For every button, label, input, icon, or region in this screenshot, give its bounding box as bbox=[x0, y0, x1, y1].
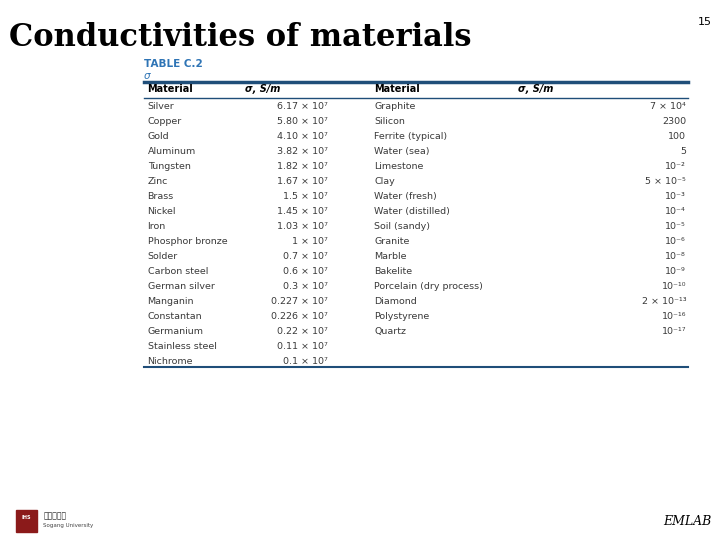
Text: σ: σ bbox=[144, 71, 150, 82]
Text: Soil (sandy): Soil (sandy) bbox=[374, 221, 431, 231]
Text: Aluminum: Aluminum bbox=[148, 146, 196, 156]
Text: Phosphor bronze: Phosphor bronze bbox=[148, 237, 228, 246]
Text: 2 × 10⁻¹³: 2 × 10⁻¹³ bbox=[642, 296, 686, 306]
Text: Stainless steel: Stainless steel bbox=[148, 342, 217, 350]
Text: Sogang University: Sogang University bbox=[43, 523, 94, 528]
Text: 1.03 × 10⁷: 1.03 × 10⁷ bbox=[276, 221, 328, 231]
Text: 1.45 × 10⁷: 1.45 × 10⁷ bbox=[277, 207, 328, 215]
Text: Porcelain (dry process): Porcelain (dry process) bbox=[374, 282, 483, 291]
Text: 10⁻²: 10⁻² bbox=[665, 161, 686, 171]
Text: 100: 100 bbox=[668, 132, 686, 140]
Text: Bakelite: Bakelite bbox=[374, 267, 413, 275]
Text: 0.6 × 10⁷: 0.6 × 10⁷ bbox=[283, 267, 328, 275]
Text: 0.226 × 10⁷: 0.226 × 10⁷ bbox=[271, 312, 328, 321]
Text: Granite: Granite bbox=[374, 237, 410, 246]
Text: Gold: Gold bbox=[148, 132, 169, 140]
Text: Carbon steel: Carbon steel bbox=[148, 267, 208, 275]
Text: Water (distilled): Water (distilled) bbox=[374, 207, 450, 215]
Text: Silicon: Silicon bbox=[374, 117, 405, 125]
Text: 10⁻³: 10⁻³ bbox=[665, 192, 686, 200]
Text: Iron: Iron bbox=[148, 221, 166, 231]
Text: Silver: Silver bbox=[148, 102, 174, 111]
Text: 10⁻¹⁷: 10⁻¹⁷ bbox=[662, 327, 686, 336]
Text: Conductivities of materials: Conductivities of materials bbox=[9, 22, 471, 52]
Text: Limestone: Limestone bbox=[374, 161, 424, 171]
Text: 2300: 2300 bbox=[662, 117, 686, 125]
Text: Nichrome: Nichrome bbox=[148, 357, 193, 366]
Text: 1.5 × 10⁷: 1.5 × 10⁷ bbox=[283, 192, 328, 200]
Text: 10⁻⁵: 10⁻⁵ bbox=[665, 221, 686, 231]
Text: 10⁻⁶: 10⁻⁶ bbox=[665, 237, 686, 246]
Text: Water (fresh): Water (fresh) bbox=[374, 192, 437, 200]
Text: Brass: Brass bbox=[148, 192, 174, 200]
Text: Constantan: Constantan bbox=[148, 312, 202, 321]
Text: Material: Material bbox=[148, 84, 194, 94]
Bar bbox=[16, 510, 37, 532]
Text: Polystyrene: Polystyrene bbox=[374, 312, 430, 321]
Text: 0.11 × 10⁷: 0.11 × 10⁷ bbox=[277, 342, 328, 350]
Text: 0.3 × 10⁷: 0.3 × 10⁷ bbox=[283, 282, 328, 291]
Text: 0.1 × 10⁷: 0.1 × 10⁷ bbox=[283, 357, 328, 366]
Text: Solder: Solder bbox=[148, 252, 178, 261]
Text: 0.227 × 10⁷: 0.227 × 10⁷ bbox=[271, 296, 328, 306]
Text: 10⁻⁴: 10⁻⁴ bbox=[665, 207, 686, 215]
Text: Material: Material bbox=[374, 84, 420, 94]
Text: Quartz: Quartz bbox=[374, 327, 406, 336]
Text: 5: 5 bbox=[680, 146, 686, 156]
Text: 15: 15 bbox=[698, 17, 711, 28]
Text: 3.82 × 10⁷: 3.82 × 10⁷ bbox=[276, 146, 328, 156]
Text: 1.67 × 10⁷: 1.67 × 10⁷ bbox=[277, 177, 328, 186]
Text: EMLAB: EMLAB bbox=[663, 515, 711, 528]
Text: 0.7 × 10⁷: 0.7 × 10⁷ bbox=[283, 252, 328, 261]
Text: 1.82 × 10⁷: 1.82 × 10⁷ bbox=[277, 161, 328, 171]
Text: Manganin: Manganin bbox=[148, 296, 194, 306]
Text: 5.80 × 10⁷: 5.80 × 10⁷ bbox=[277, 117, 328, 125]
Text: 5 × 10⁻⁵: 5 × 10⁻⁵ bbox=[645, 177, 686, 186]
Text: σ, S/m: σ, S/m bbox=[245, 84, 280, 94]
Text: IHS: IHS bbox=[22, 515, 32, 521]
Text: 4.10 × 10⁷: 4.10 × 10⁷ bbox=[277, 132, 328, 140]
Text: Ferrite (typical): Ferrite (typical) bbox=[374, 132, 448, 140]
Text: 10⁻¹⁰: 10⁻¹⁰ bbox=[662, 282, 686, 291]
Text: Germanium: Germanium bbox=[148, 327, 204, 336]
Text: Water (sea): Water (sea) bbox=[374, 146, 430, 156]
Text: German silver: German silver bbox=[148, 282, 215, 291]
Text: 10⁻⁹: 10⁻⁹ bbox=[665, 267, 686, 275]
Text: 10⁻⁸: 10⁻⁸ bbox=[665, 252, 686, 261]
Text: Marble: Marble bbox=[374, 252, 407, 261]
Text: Graphite: Graphite bbox=[374, 102, 415, 111]
Text: 7 × 10⁴: 7 × 10⁴ bbox=[650, 102, 686, 111]
Text: 6.17 × 10⁷: 6.17 × 10⁷ bbox=[277, 102, 328, 111]
Text: Tungsten: Tungsten bbox=[148, 161, 191, 171]
Text: Clay: Clay bbox=[374, 177, 395, 186]
Text: TABLE C.2: TABLE C.2 bbox=[144, 59, 203, 70]
Text: Zinc: Zinc bbox=[148, 177, 168, 186]
Text: σ, S/m: σ, S/m bbox=[518, 84, 554, 94]
Text: 서강대학교: 서강대학교 bbox=[43, 511, 66, 520]
Text: Diamond: Diamond bbox=[374, 296, 417, 306]
Text: 0.22 × 10⁷: 0.22 × 10⁷ bbox=[277, 327, 328, 336]
Text: Copper: Copper bbox=[148, 117, 182, 125]
Text: 10⁻¹⁶: 10⁻¹⁶ bbox=[662, 312, 686, 321]
Text: Nickel: Nickel bbox=[148, 207, 176, 215]
Text: 1 × 10⁷: 1 × 10⁷ bbox=[292, 237, 328, 246]
